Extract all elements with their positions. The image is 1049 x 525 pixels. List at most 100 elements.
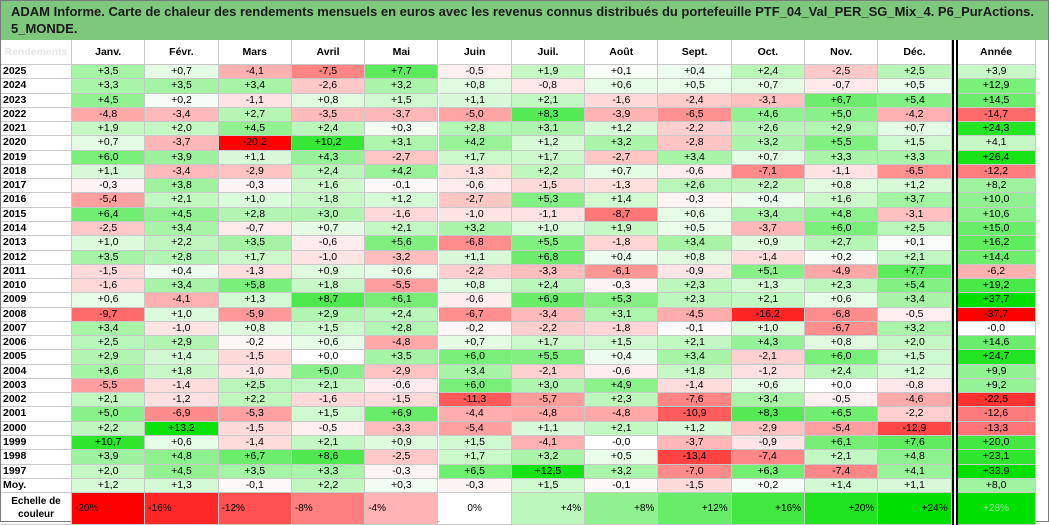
- monthly-return-cell: +3,3: [878, 150, 952, 165]
- column-separator: [951, 193, 958, 208]
- year-row: 2018 +1,1 -3,4 -2,9 +2,4 +4,2 -1,3 +2,2 +0,7 -0,6…: [1, 164, 1048, 180]
- monthly-return-cell: -13,4: [658, 450, 732, 465]
- monthly-return-cell: +3,1: [585, 307, 659, 322]
- row-label: 2004: [1, 364, 72, 379]
- monthly-return-cell: +1,7: [438, 150, 512, 165]
- monthly-return-cell: +4,6: [731, 107, 805, 123]
- month-header: Sept.: [658, 40, 732, 65]
- year-row: 2025 +3,5 +0,7 -4,1 -7,5 +7,7 -0,5 +1,9 +0,1 +0,4…: [1, 65, 1048, 80]
- monthly-return-cell: +3,5: [365, 350, 439, 365]
- monthly-return-cell: +2,1: [145, 193, 219, 208]
- monthly-return-cell: +1,0: [731, 321, 805, 337]
- color-scale-step: +12%: [658, 493, 732, 525]
- monthly-return-cell: +5,0: [72, 407, 146, 422]
- monthly-return-cell: +2,2: [731, 179, 805, 194]
- monthly-return-cell: +2,4: [511, 279, 586, 294]
- month-header: Janv.: [72, 40, 146, 65]
- monthly-return-cell: -1,5: [511, 179, 586, 194]
- monthly-return-cell: +6,1: [805, 436, 879, 451]
- monthly-return-cell: +1,8: [291, 193, 366, 208]
- annual-return-cell: -22,5: [957, 393, 1036, 408]
- header-row: Rendements Janv. Févr. Mars Avril Mai Juin Juil…: [1, 40, 1048, 65]
- column-separator: [951, 179, 958, 194]
- monthly-return-cell: +8,3: [731, 407, 805, 422]
- monthly-return-cell: +0,8: [218, 321, 292, 337]
- annual-return-cell: +23,1: [957, 450, 1036, 465]
- monthly-return-cell: +2,1: [805, 450, 879, 465]
- monthly-return-cell: +3,4: [658, 350, 732, 365]
- annual-return-cell: +14,6: [957, 336, 1036, 351]
- monthly-return-cell: +0,8: [438, 279, 512, 294]
- monthly-return-cell: -1,5: [365, 393, 439, 408]
- month-header: Mai: [365, 40, 439, 65]
- monthly-return-cell: +5,5: [805, 136, 879, 151]
- monthly-return-cell: +6,0: [438, 350, 512, 365]
- monthly-return-cell: -0,2: [438, 321, 512, 337]
- monthly-return-cell: -1,4: [658, 378, 732, 394]
- monthly-return-cell: +3,8: [145, 179, 219, 194]
- monthly-return-cell: +6,5: [438, 464, 512, 479]
- monthly-return-cell: +2,1: [72, 393, 146, 408]
- monthly-return-cell: -16,2: [731, 307, 805, 322]
- monthly-return-cell: +1,1: [438, 93, 512, 108]
- row-label: 2012: [1, 250, 72, 265]
- monthly-return-cell: -4,4: [438, 407, 512, 422]
- monthly-return-cell: +1,2: [511, 136, 586, 151]
- monthly-return-cell: +0,6: [585, 79, 659, 94]
- column-separator: [951, 264, 958, 280]
- monthly-return-cell: +8,7: [291, 293, 366, 308]
- monthly-return-cell: +4,3: [291, 150, 366, 165]
- column-separator: [951, 250, 958, 265]
- monthly-return-cell: +5,0: [805, 107, 879, 123]
- monthly-return-cell: +0,7: [291, 221, 366, 237]
- monthly-return-cell: +1,8: [658, 364, 732, 379]
- monthly-return-cell: +3,2: [878, 321, 952, 337]
- annual-return-cell: +8,2: [957, 179, 1036, 194]
- monthly-return-cell: -3,9: [585, 107, 659, 123]
- monthly-return-cell: +1,2: [585, 122, 659, 137]
- column-separator: [951, 364, 958, 379]
- column-separator: [951, 350, 958, 365]
- column-separator: [951, 293, 958, 308]
- year-row: 2013 +1,0 +2,2 +3,5 -0,6 +5,6 -6,8 +5,5 -1,8 +3,4…: [1, 236, 1048, 251]
- year-row: 2010 -1,6 +3,4 +5,8 +1,8 -5,5 +0,8 +2,4 -0,3 +2,3…: [1, 279, 1048, 294]
- monthly-return-cell: +0,2: [145, 93, 219, 108]
- monthly-return-cell: +2,2: [72, 421, 146, 437]
- row-label: 2017: [1, 179, 72, 194]
- monthly-return-cell: +1,0: [218, 193, 292, 208]
- monthly-return-cell: -4,9: [805, 264, 879, 280]
- monthly-return-cell: +1,7: [511, 150, 586, 165]
- year-row: 1998 +3,9 +4,8 +6,7 +8,6 -2,5 +1,7 +3,2 +0,5 -13,…: [1, 450, 1048, 465]
- monthly-return-cell: +2,2: [145, 236, 219, 251]
- year-row: 2019 +6,0 +3,9 +1,1 +4,3 -2,7 +1,7 +1,7 -2,7 +3,4…: [1, 150, 1048, 165]
- monthly-return-cell: +2,5: [72, 336, 146, 351]
- monthly-return-cell: +5,5: [511, 236, 586, 251]
- monthly-return-cell: -3,3: [511, 264, 586, 280]
- monthly-return-cell: +6,0: [438, 378, 512, 394]
- annual-return-cell: +19,2: [957, 279, 1036, 294]
- monthly-return-cell: +1,5: [585, 336, 659, 351]
- monthly-return-cell: +3,5: [72, 65, 146, 80]
- monthly-return-cell: -0,9: [731, 436, 805, 451]
- monthly-return-cell: +6,7: [805, 93, 879, 108]
- row-label: 2013: [1, 236, 72, 251]
- column-separator: [951, 378, 958, 394]
- monthly-return-cell: -1,1: [218, 93, 292, 108]
- monthly-return-cell: -3,1: [731, 93, 805, 108]
- monthly-return-cell: +0,4: [585, 350, 659, 365]
- monthly-return-cell: -7,4: [805, 464, 879, 479]
- column-separator: [951, 79, 958, 94]
- monthly-return-cell: +4,8: [878, 450, 952, 465]
- monthly-return-cell: -1,5: [658, 478, 732, 494]
- monthly-return-cell: +1,3: [731, 279, 805, 294]
- column-separator: [951, 279, 958, 294]
- year-row: 1997 +2,0 +4,5 +3,5 +3,3 -0,3 +6,5 +12,5 +3,2 -7,…: [1, 464, 1048, 479]
- color-scale-step: -4%: [365, 493, 439, 525]
- monthly-return-cell: -1,3: [438, 164, 512, 180]
- monthly-return-cell: +2,5: [878, 65, 952, 80]
- monthly-return-cell: +1,9: [585, 221, 659, 237]
- row-label: 2014: [1, 221, 72, 237]
- monthly-return-cell: +0,8: [805, 336, 879, 351]
- monthly-return-cell: -0,0: [585, 436, 659, 451]
- year-row: 1999 +10,7 +0,6 -1,4 +2,1 +0,9 +1,5 -4,1 -0,0 -3,…: [1, 436, 1048, 451]
